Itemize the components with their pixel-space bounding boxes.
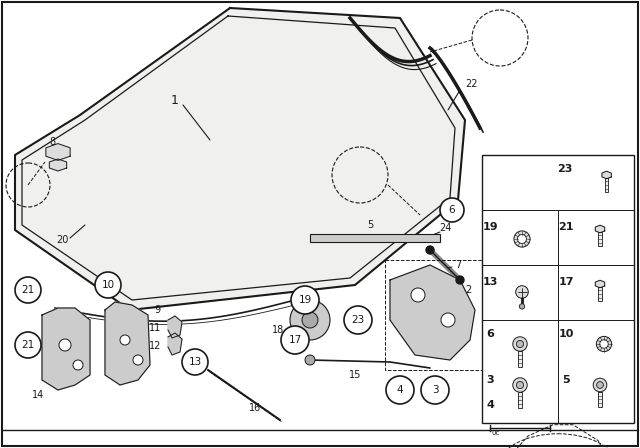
Circle shape <box>513 337 527 351</box>
Polygon shape <box>168 333 182 355</box>
Text: 2: 2 <box>465 285 471 295</box>
Circle shape <box>518 234 527 244</box>
Polygon shape <box>595 225 605 233</box>
Text: 6: 6 <box>486 329 494 339</box>
Text: 0c: 0c <box>492 430 500 436</box>
Text: 21: 21 <box>21 340 35 350</box>
Circle shape <box>421 376 449 404</box>
Polygon shape <box>49 159 67 171</box>
Text: 13: 13 <box>188 357 202 367</box>
Circle shape <box>516 381 524 388</box>
Text: 17: 17 <box>289 335 301 345</box>
Text: 3: 3 <box>432 385 438 395</box>
Text: 17: 17 <box>558 277 573 287</box>
Text: 22: 22 <box>466 79 478 89</box>
Circle shape <box>596 336 612 352</box>
Bar <box>598 392 602 407</box>
Text: 10: 10 <box>101 280 115 290</box>
Circle shape <box>305 355 315 365</box>
Text: 18: 18 <box>272 325 284 335</box>
Circle shape <box>513 378 527 392</box>
Circle shape <box>15 277 41 303</box>
Text: 21: 21 <box>558 222 573 232</box>
Circle shape <box>519 304 525 309</box>
Text: 19: 19 <box>298 295 312 305</box>
Circle shape <box>133 355 143 365</box>
Polygon shape <box>46 144 70 160</box>
Circle shape <box>440 198 464 222</box>
Circle shape <box>593 378 607 392</box>
Circle shape <box>596 382 604 388</box>
Bar <box>310 234 440 242</box>
Polygon shape <box>168 316 182 338</box>
Bar <box>598 232 602 246</box>
Circle shape <box>302 312 318 328</box>
Text: 10: 10 <box>558 329 573 339</box>
Text: 4: 4 <box>486 400 494 410</box>
Circle shape <box>426 246 434 254</box>
Polygon shape <box>390 265 475 360</box>
Text: 15: 15 <box>349 370 361 380</box>
Bar <box>518 351 522 367</box>
Text: 23: 23 <box>557 164 573 174</box>
Circle shape <box>600 340 608 348</box>
Text: 21: 21 <box>21 285 35 295</box>
Text: 16: 16 <box>249 403 261 413</box>
Polygon shape <box>15 8 465 310</box>
Text: 11: 11 <box>149 323 161 333</box>
Bar <box>605 178 609 192</box>
Polygon shape <box>42 308 90 390</box>
Polygon shape <box>602 171 611 179</box>
Text: 20: 20 <box>56 235 68 245</box>
Circle shape <box>281 326 309 354</box>
Circle shape <box>514 231 530 247</box>
Circle shape <box>120 335 130 345</box>
Text: 1: 1 <box>171 94 179 107</box>
Text: 3: 3 <box>486 375 494 385</box>
Text: 19: 19 <box>482 222 498 232</box>
Text: 8: 8 <box>49 137 55 147</box>
Bar <box>598 287 602 301</box>
Polygon shape <box>595 280 605 288</box>
Text: 12: 12 <box>149 341 161 351</box>
Circle shape <box>516 286 528 298</box>
Text: 7: 7 <box>455 260 461 270</box>
Circle shape <box>15 332 41 358</box>
Text: 24: 24 <box>439 223 451 233</box>
Polygon shape <box>105 302 150 385</box>
Text: 4: 4 <box>397 385 403 395</box>
Bar <box>482 155 634 423</box>
Bar <box>385 260 485 370</box>
Circle shape <box>73 360 83 370</box>
Text: 5: 5 <box>562 375 570 385</box>
Circle shape <box>386 376 414 404</box>
Circle shape <box>182 349 208 375</box>
Circle shape <box>441 313 455 327</box>
Circle shape <box>456 276 464 284</box>
Circle shape <box>344 306 372 334</box>
Bar <box>518 392 522 409</box>
Circle shape <box>291 286 319 314</box>
Text: 13: 13 <box>483 277 498 287</box>
Text: 23: 23 <box>351 315 365 325</box>
Circle shape <box>290 300 330 340</box>
Text: 14: 14 <box>32 390 44 400</box>
Text: 9: 9 <box>154 305 160 315</box>
Text: 6: 6 <box>449 205 455 215</box>
Circle shape <box>516 340 524 348</box>
Circle shape <box>95 272 121 298</box>
Circle shape <box>411 288 425 302</box>
Circle shape <box>59 339 71 351</box>
Text: 5: 5 <box>367 220 373 230</box>
